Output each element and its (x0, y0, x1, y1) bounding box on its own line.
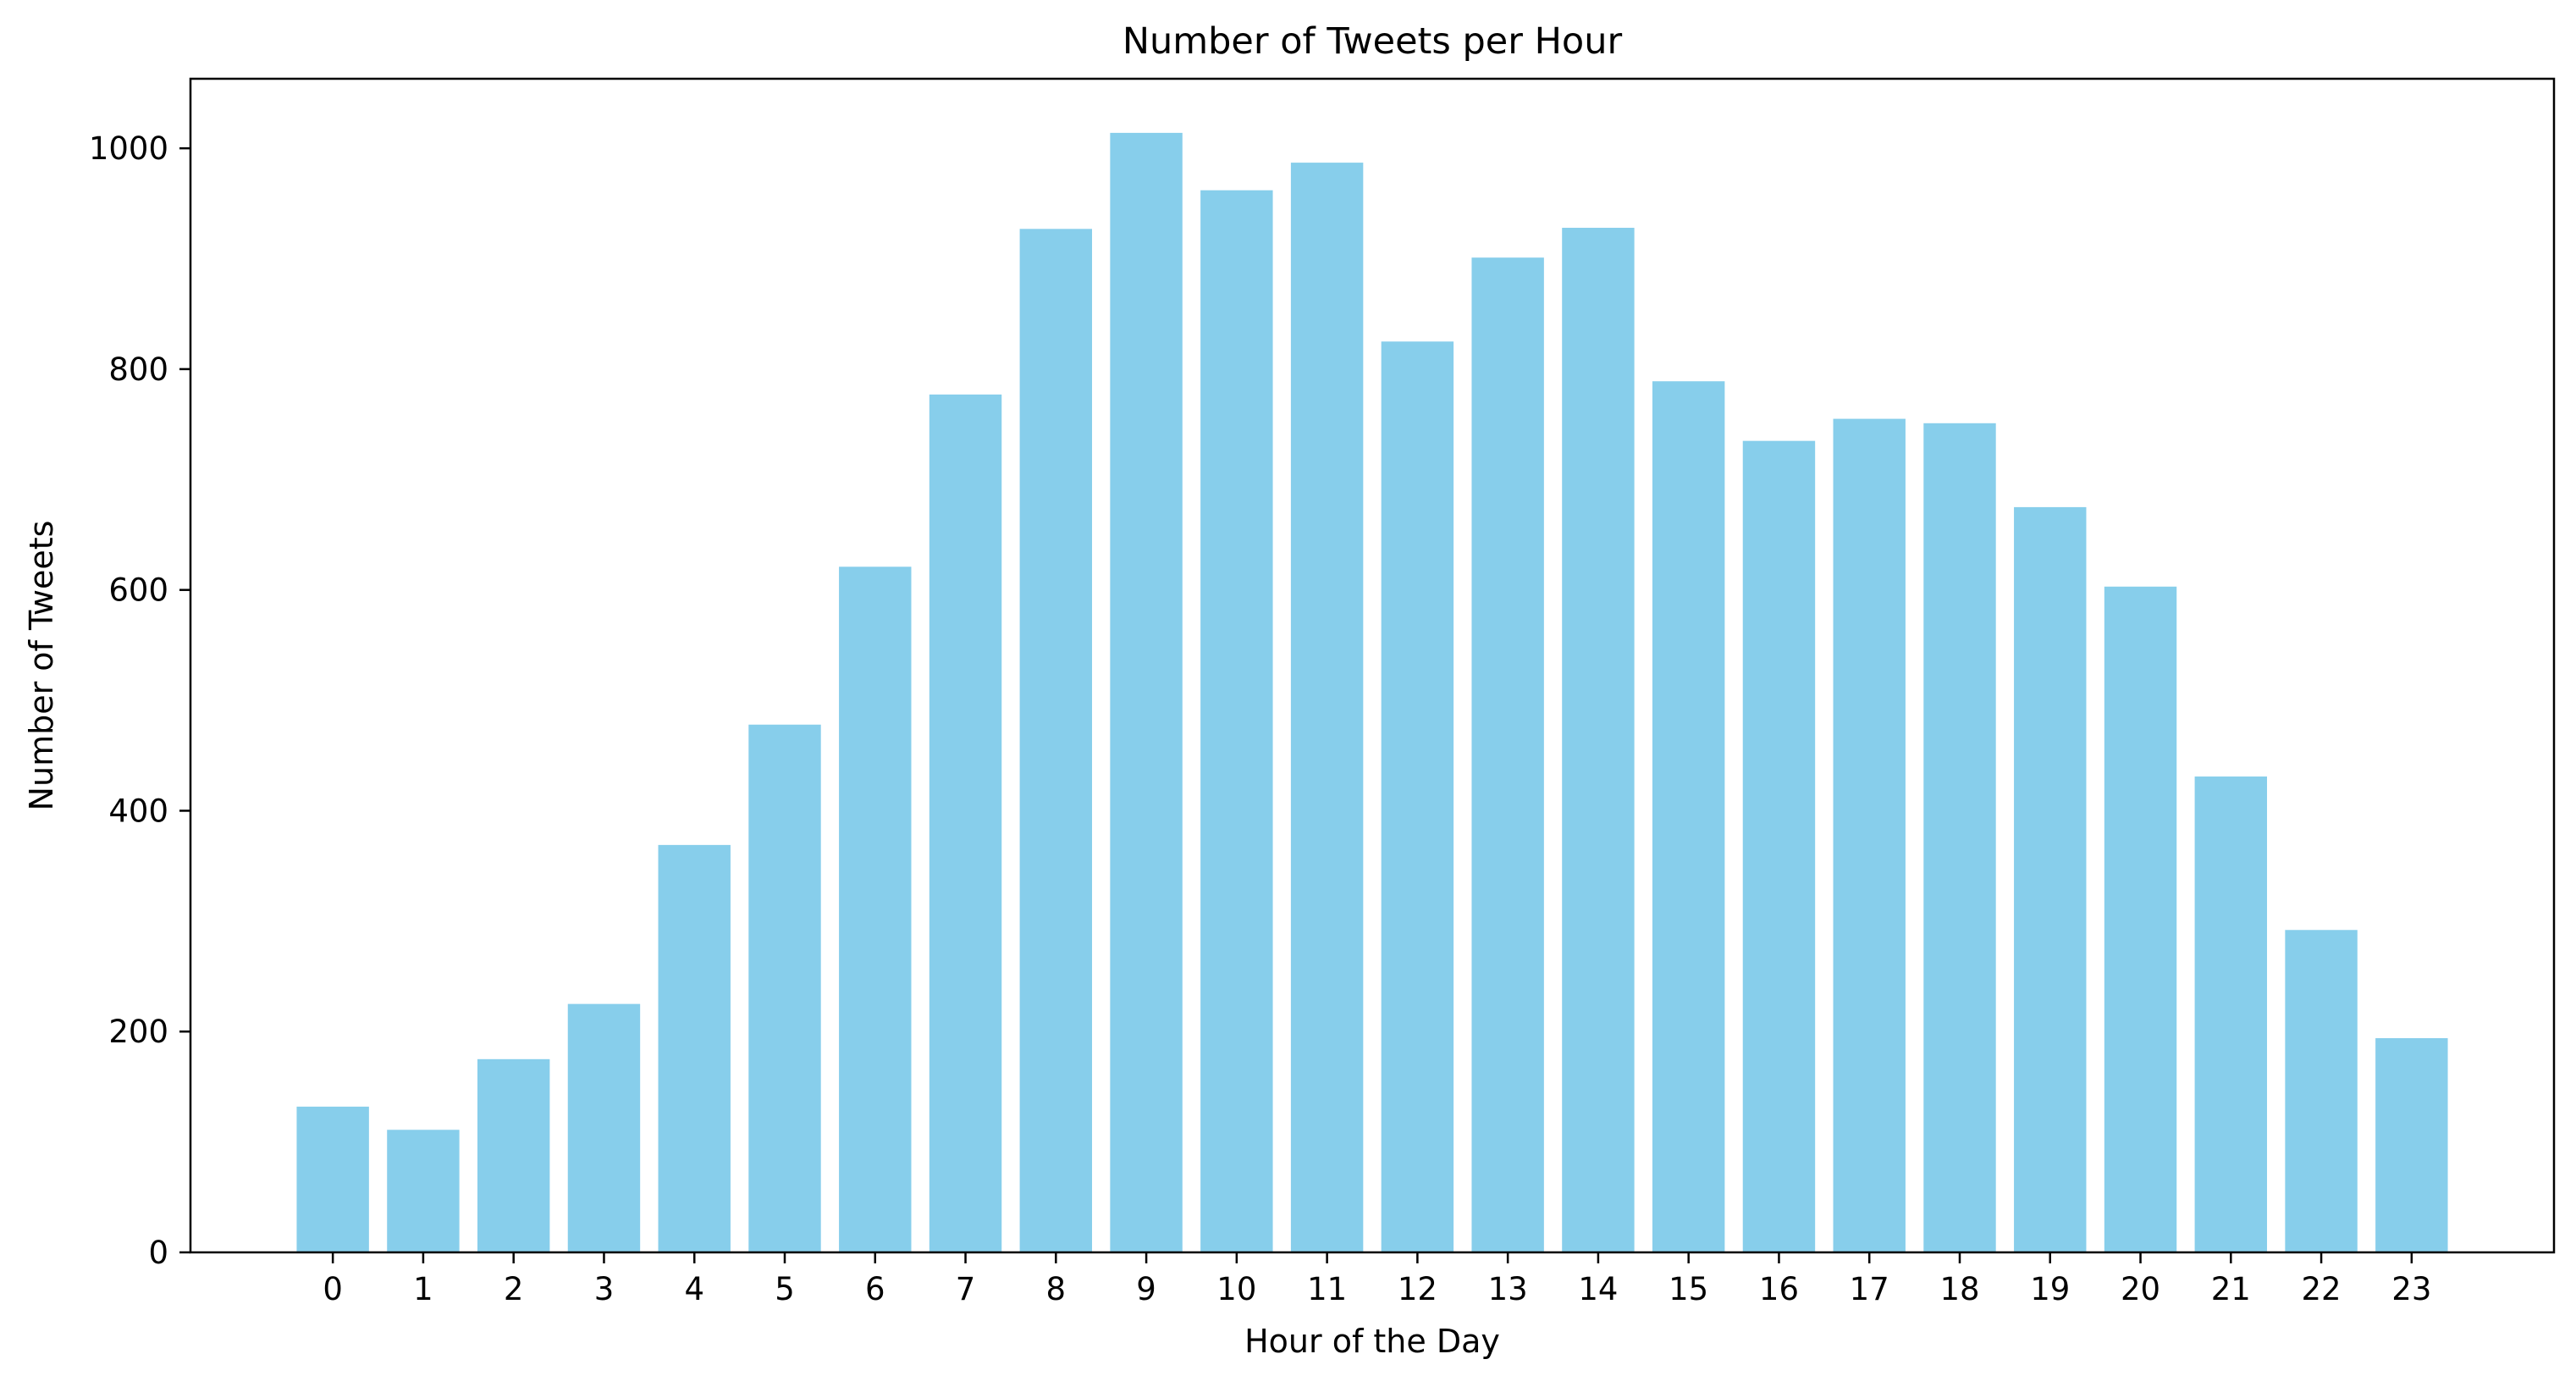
bars-group (296, 132, 2448, 1253)
bar-hour-19 (2014, 506, 2087, 1252)
x-tick-label: 4 (684, 1271, 704, 1307)
y-tick-label: 1000 (89, 130, 168, 167)
x-tick-label: 7 (956, 1271, 976, 1307)
bar-hour-0 (296, 1106, 369, 1252)
bar-hour-13 (1471, 257, 1544, 1253)
y-tick-label: 800 (108, 351, 168, 388)
x-tick-label: 0 (323, 1271, 343, 1307)
chart-title: Number of Tweets per Hour (1123, 20, 1623, 63)
x-tick-label: 1 (413, 1271, 433, 1307)
bar-hour-20 (2104, 586, 2177, 1252)
bar-hour-15 (1652, 381, 1725, 1252)
x-tick-label: 14 (1578, 1271, 1618, 1307)
bar-hour-9 (1110, 132, 1183, 1252)
y-axis-label: Number of Tweets (23, 521, 60, 811)
x-axis-label: Hour of the Day (1244, 1323, 1500, 1360)
bar-hour-23 (2375, 1038, 2448, 1252)
bar-hour-18 (1923, 423, 1996, 1252)
bar-hour-3 (567, 1003, 641, 1252)
bar-hour-17 (1833, 418, 1906, 1253)
bar-hour-5 (748, 724, 821, 1252)
y-axis-ticks: 0 200 400 600 800 1000 (89, 130, 190, 1271)
bar-hour-14 (1562, 228, 1635, 1252)
bar-hour-6 (839, 566, 912, 1252)
bar-hour-12 (1381, 341, 1454, 1252)
x-tick-label: 5 (775, 1271, 795, 1307)
y-tick-label: 400 (108, 793, 168, 829)
x-tick-label: 18 (1939, 1271, 1979, 1307)
bar-hour-16 (1742, 440, 1816, 1252)
bar-hour-11 (1290, 163, 1364, 1253)
x-tick-label: 16 (1759, 1271, 1799, 1307)
x-tick-label: 11 (1307, 1271, 1347, 1307)
x-tick-label: 23 (2391, 1271, 2431, 1307)
plot-area-frame (189, 77, 2556, 1254)
bar-hour-2 (477, 1058, 550, 1252)
x-tick-label: 6 (865, 1271, 885, 1307)
x-tick-label: 19 (2030, 1271, 2070, 1307)
y-tick-label: 200 (108, 1014, 168, 1050)
x-tick-label: 10 (1216, 1271, 1256, 1307)
x-tick-label: 12 (1398, 1271, 1437, 1307)
y-tick-label: 600 (108, 572, 168, 609)
y-tick-label: 0 (148, 1235, 168, 1271)
x-tick-label: 9 (1136, 1271, 1156, 1307)
x-tick-label: 8 (1046, 1271, 1067, 1307)
x-tick-label: 15 (1669, 1271, 1708, 1307)
x-tick-label: 17 (1850, 1271, 1889, 1307)
bar-hour-1 (387, 1130, 460, 1252)
bar-hour-21 (2194, 776, 2267, 1252)
x-tick-label: 21 (2211, 1271, 2251, 1307)
x-tick-label: 2 (504, 1271, 524, 1307)
bar-hour-4 (658, 844, 731, 1252)
bar-hour-7 (929, 394, 1002, 1252)
bar-hour-22 (2285, 930, 2358, 1252)
bar-hour-8 (1019, 229, 1093, 1252)
x-tick-label: 20 (2121, 1271, 2160, 1307)
bar-hour-10 (1200, 190, 1273, 1253)
x-axis-ticks: 0 1 2 3 4 5 6 7 8 9 10 11 12 13 14 15 16 17 18 19 20 21 22 23 (323, 1252, 2431, 1307)
x-tick-label: 22 (2302, 1271, 2342, 1307)
x-tick-label: 13 (1488, 1271, 1528, 1307)
x-tick-label: 3 (594, 1271, 615, 1307)
